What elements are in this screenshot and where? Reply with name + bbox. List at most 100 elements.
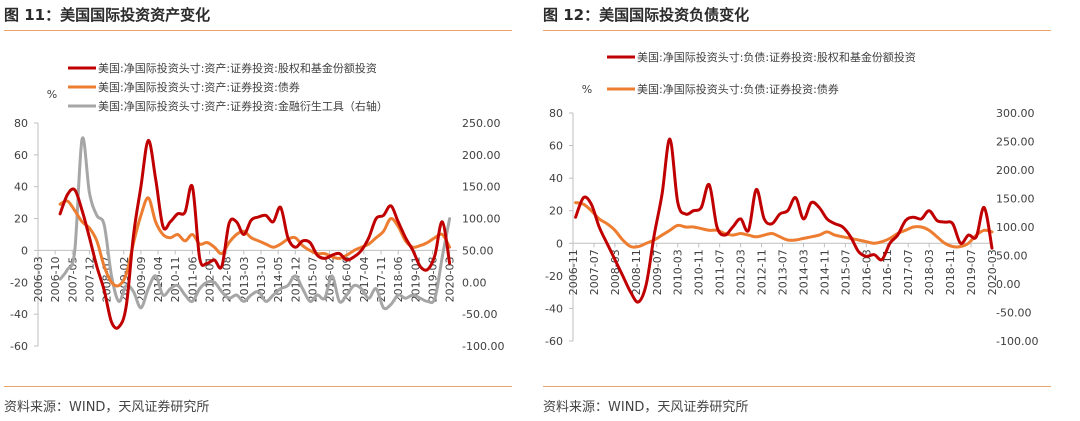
data-point xyxy=(419,266,421,268)
figure-11: 图 11：美国国际投资资产变化 美国:净国际投资头寸:资产:证券投资:股权和基金… xyxy=(4,0,524,421)
data-point xyxy=(162,234,164,236)
data-point xyxy=(214,282,216,284)
y-tick-label: -20 xyxy=(10,276,28,289)
data-point xyxy=(125,274,127,276)
y2-tick-label: -50.00 xyxy=(996,307,1031,320)
x-tick-label: 2017-04 xyxy=(358,256,371,302)
data-point xyxy=(265,301,267,303)
y2-tick-label: 250.00 xyxy=(996,136,1035,149)
data-point xyxy=(170,237,172,239)
data-point xyxy=(991,247,993,249)
x-tick-label: 2020-03 xyxy=(986,249,999,295)
data-point xyxy=(155,275,157,277)
data-point xyxy=(111,275,113,277)
data-point xyxy=(850,236,852,238)
data-point xyxy=(192,234,194,236)
data-point xyxy=(74,210,76,212)
data-point xyxy=(148,197,150,199)
series-line xyxy=(58,196,452,288)
data-point xyxy=(928,210,930,212)
x-tick-label: 2012-01 xyxy=(204,256,217,302)
data-point xyxy=(324,253,326,255)
data-point xyxy=(148,288,150,290)
y2-tick-label: 100.00 xyxy=(462,213,501,226)
data-point xyxy=(646,283,648,285)
data-point xyxy=(614,259,616,261)
data-point xyxy=(622,275,624,277)
x-tick-label: 2010-11 xyxy=(693,249,706,295)
data-point xyxy=(921,226,923,228)
data-point xyxy=(309,301,311,303)
data-point xyxy=(795,197,797,199)
data-point xyxy=(427,301,429,303)
data-point xyxy=(921,218,923,220)
data-point xyxy=(280,207,282,209)
x-tick-label: 2019-01 xyxy=(409,256,422,302)
y-axis-unit: % xyxy=(47,88,57,101)
y2-tick-label: 100.00 xyxy=(996,221,1035,234)
data-point xyxy=(858,251,860,253)
data-point xyxy=(638,301,640,303)
data-point xyxy=(983,230,985,232)
data-point xyxy=(677,202,679,204)
y-tick-label: -40 xyxy=(10,308,28,321)
y-tick-label: 20 xyxy=(549,205,563,218)
data-point xyxy=(192,186,194,188)
data-point xyxy=(449,218,451,220)
data-point xyxy=(383,307,385,309)
x-tick-label: 2019-07 xyxy=(965,249,978,295)
data-point xyxy=(708,184,710,186)
data-point xyxy=(897,234,899,236)
data-point xyxy=(591,210,593,212)
data-point xyxy=(250,294,252,296)
x-tick-label: 2016-03 xyxy=(860,249,873,295)
data-point xyxy=(397,294,399,296)
data-point xyxy=(763,234,765,236)
x-tick-label: 2013-03 xyxy=(238,256,251,302)
data-point xyxy=(983,207,985,209)
data-point xyxy=(280,243,282,245)
x-tick-label: 2009-09 xyxy=(135,256,148,302)
data-point xyxy=(787,239,789,241)
data-point xyxy=(583,197,585,199)
data-point xyxy=(795,239,797,241)
data-point xyxy=(803,218,805,220)
data-point xyxy=(928,230,930,232)
y2-tick-label: -100.00 xyxy=(996,335,1038,348)
data-point xyxy=(140,307,142,309)
data-point xyxy=(834,234,836,236)
x-tick-label: 2014-05 xyxy=(272,256,285,302)
data-point xyxy=(646,243,648,245)
data-point xyxy=(889,243,891,245)
x-tick-label: 2008-11 xyxy=(630,249,643,295)
data-point xyxy=(214,246,216,248)
data-point xyxy=(419,245,421,247)
data-point xyxy=(763,218,765,220)
data-point xyxy=(677,225,679,227)
data-point xyxy=(779,236,781,238)
data-point xyxy=(133,291,135,293)
data-point xyxy=(309,250,311,252)
data-point xyxy=(67,194,69,196)
data-point xyxy=(756,236,758,238)
source-divider xyxy=(4,386,512,387)
data-point xyxy=(96,215,98,217)
data-point xyxy=(368,297,370,299)
y2-tick-label: 150.00 xyxy=(462,181,501,194)
data-point xyxy=(302,288,304,290)
x-tick-label: 2007-12 xyxy=(83,256,96,302)
data-point xyxy=(89,237,91,239)
data-point xyxy=(397,221,399,223)
y2-tick-label: 200.00 xyxy=(996,164,1035,177)
x-tick-label: 2012-03 xyxy=(735,249,748,295)
data-point xyxy=(331,275,333,277)
data-point xyxy=(756,189,758,191)
x-tick-label: 2006-10 xyxy=(49,256,62,302)
data-point xyxy=(803,238,805,240)
y2-tick-label: 50.00 xyxy=(462,244,494,257)
y2-tick-label: 150.00 xyxy=(996,193,1035,206)
data-point xyxy=(295,237,297,239)
data-point xyxy=(936,220,938,222)
data-point xyxy=(375,237,377,239)
data-point xyxy=(434,297,436,299)
